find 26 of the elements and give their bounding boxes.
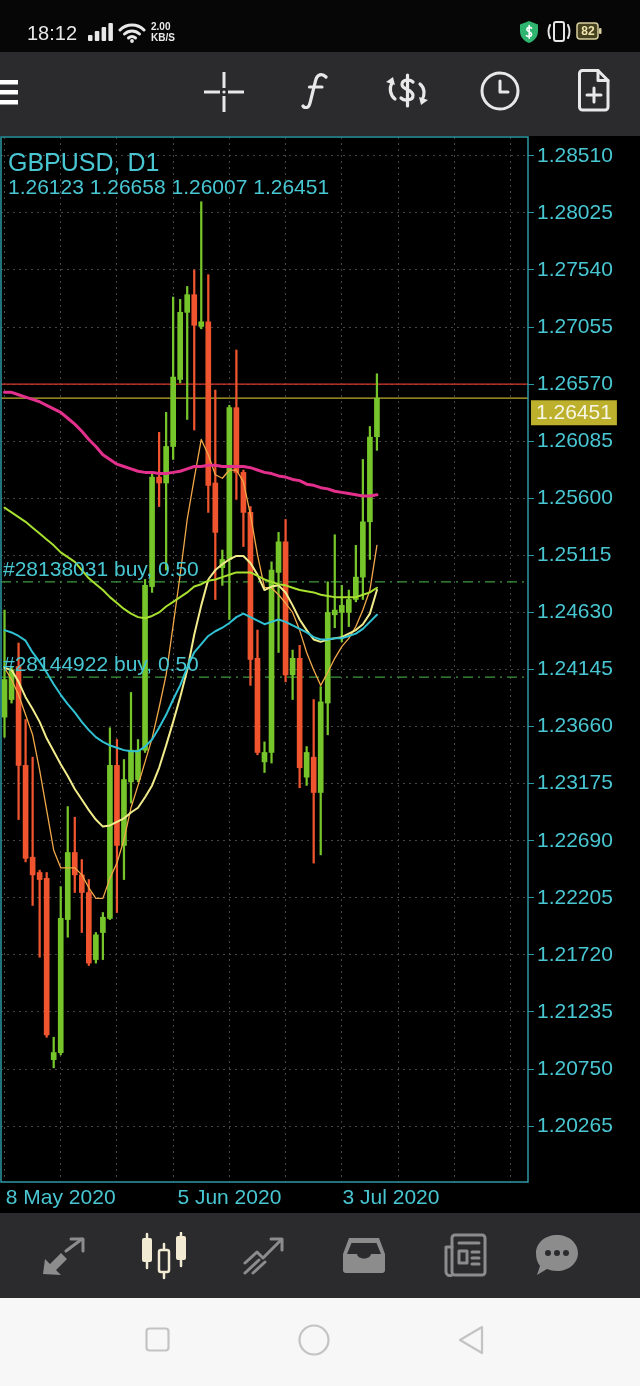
y-tick-label: 1.24145 <box>537 656 613 680</box>
ref-line-label: 1.26451 <box>536 399 612 423</box>
y-tick-label: 1.21720 <box>537 941 613 965</box>
text: 2.00 KB/S <box>151 21 176 43</box>
y-tick-label: 1.26085 <box>537 428 613 451</box>
text: 18:12 <box>27 21 78 46</box>
text: GBPUSD, D1 <box>8 147 160 176</box>
y-tick-label: 1.25115 <box>537 542 612 566</box>
y-tick-label: 1.27055 <box>537 313 613 337</box>
y-tick-label: 1.23660 <box>537 713 613 737</box>
x-tick-label: 8 May 2020 <box>5 1185 116 1209</box>
y-tick-label: 1.25600 <box>537 485 613 509</box>
text: 1.26123 1.26658 1.26007 1.26451 <box>8 174 330 198</box>
y-tick-label: 1.27540 <box>537 256 613 280</box>
y-tick-label: 1.22205 <box>537 884 613 908</box>
y-tick-label: 1.20750 <box>537 1055 613 1079</box>
x-tick-label: 5 Jun 2020 <box>177 1185 282 1209</box>
y-tick-label: 1.20265 <box>537 1112 613 1136</box>
y-tick-label: 1.24630 <box>537 599 613 623</box>
y-tick-label: 1.26570 <box>537 370 613 394</box>
y-tick-label: 1.22690 <box>537 827 613 851</box>
y-tick-label: 1.21235 <box>537 998 613 1022</box>
y-tick-label: 1.28025 <box>537 199 613 223</box>
x-tick-label: 3 Jul 2020 <box>342 1185 440 1209</box>
y-tick-label: 1.28510 <box>537 142 613 166</box>
y-tick-label: 1.23175 <box>537 770 613 794</box>
